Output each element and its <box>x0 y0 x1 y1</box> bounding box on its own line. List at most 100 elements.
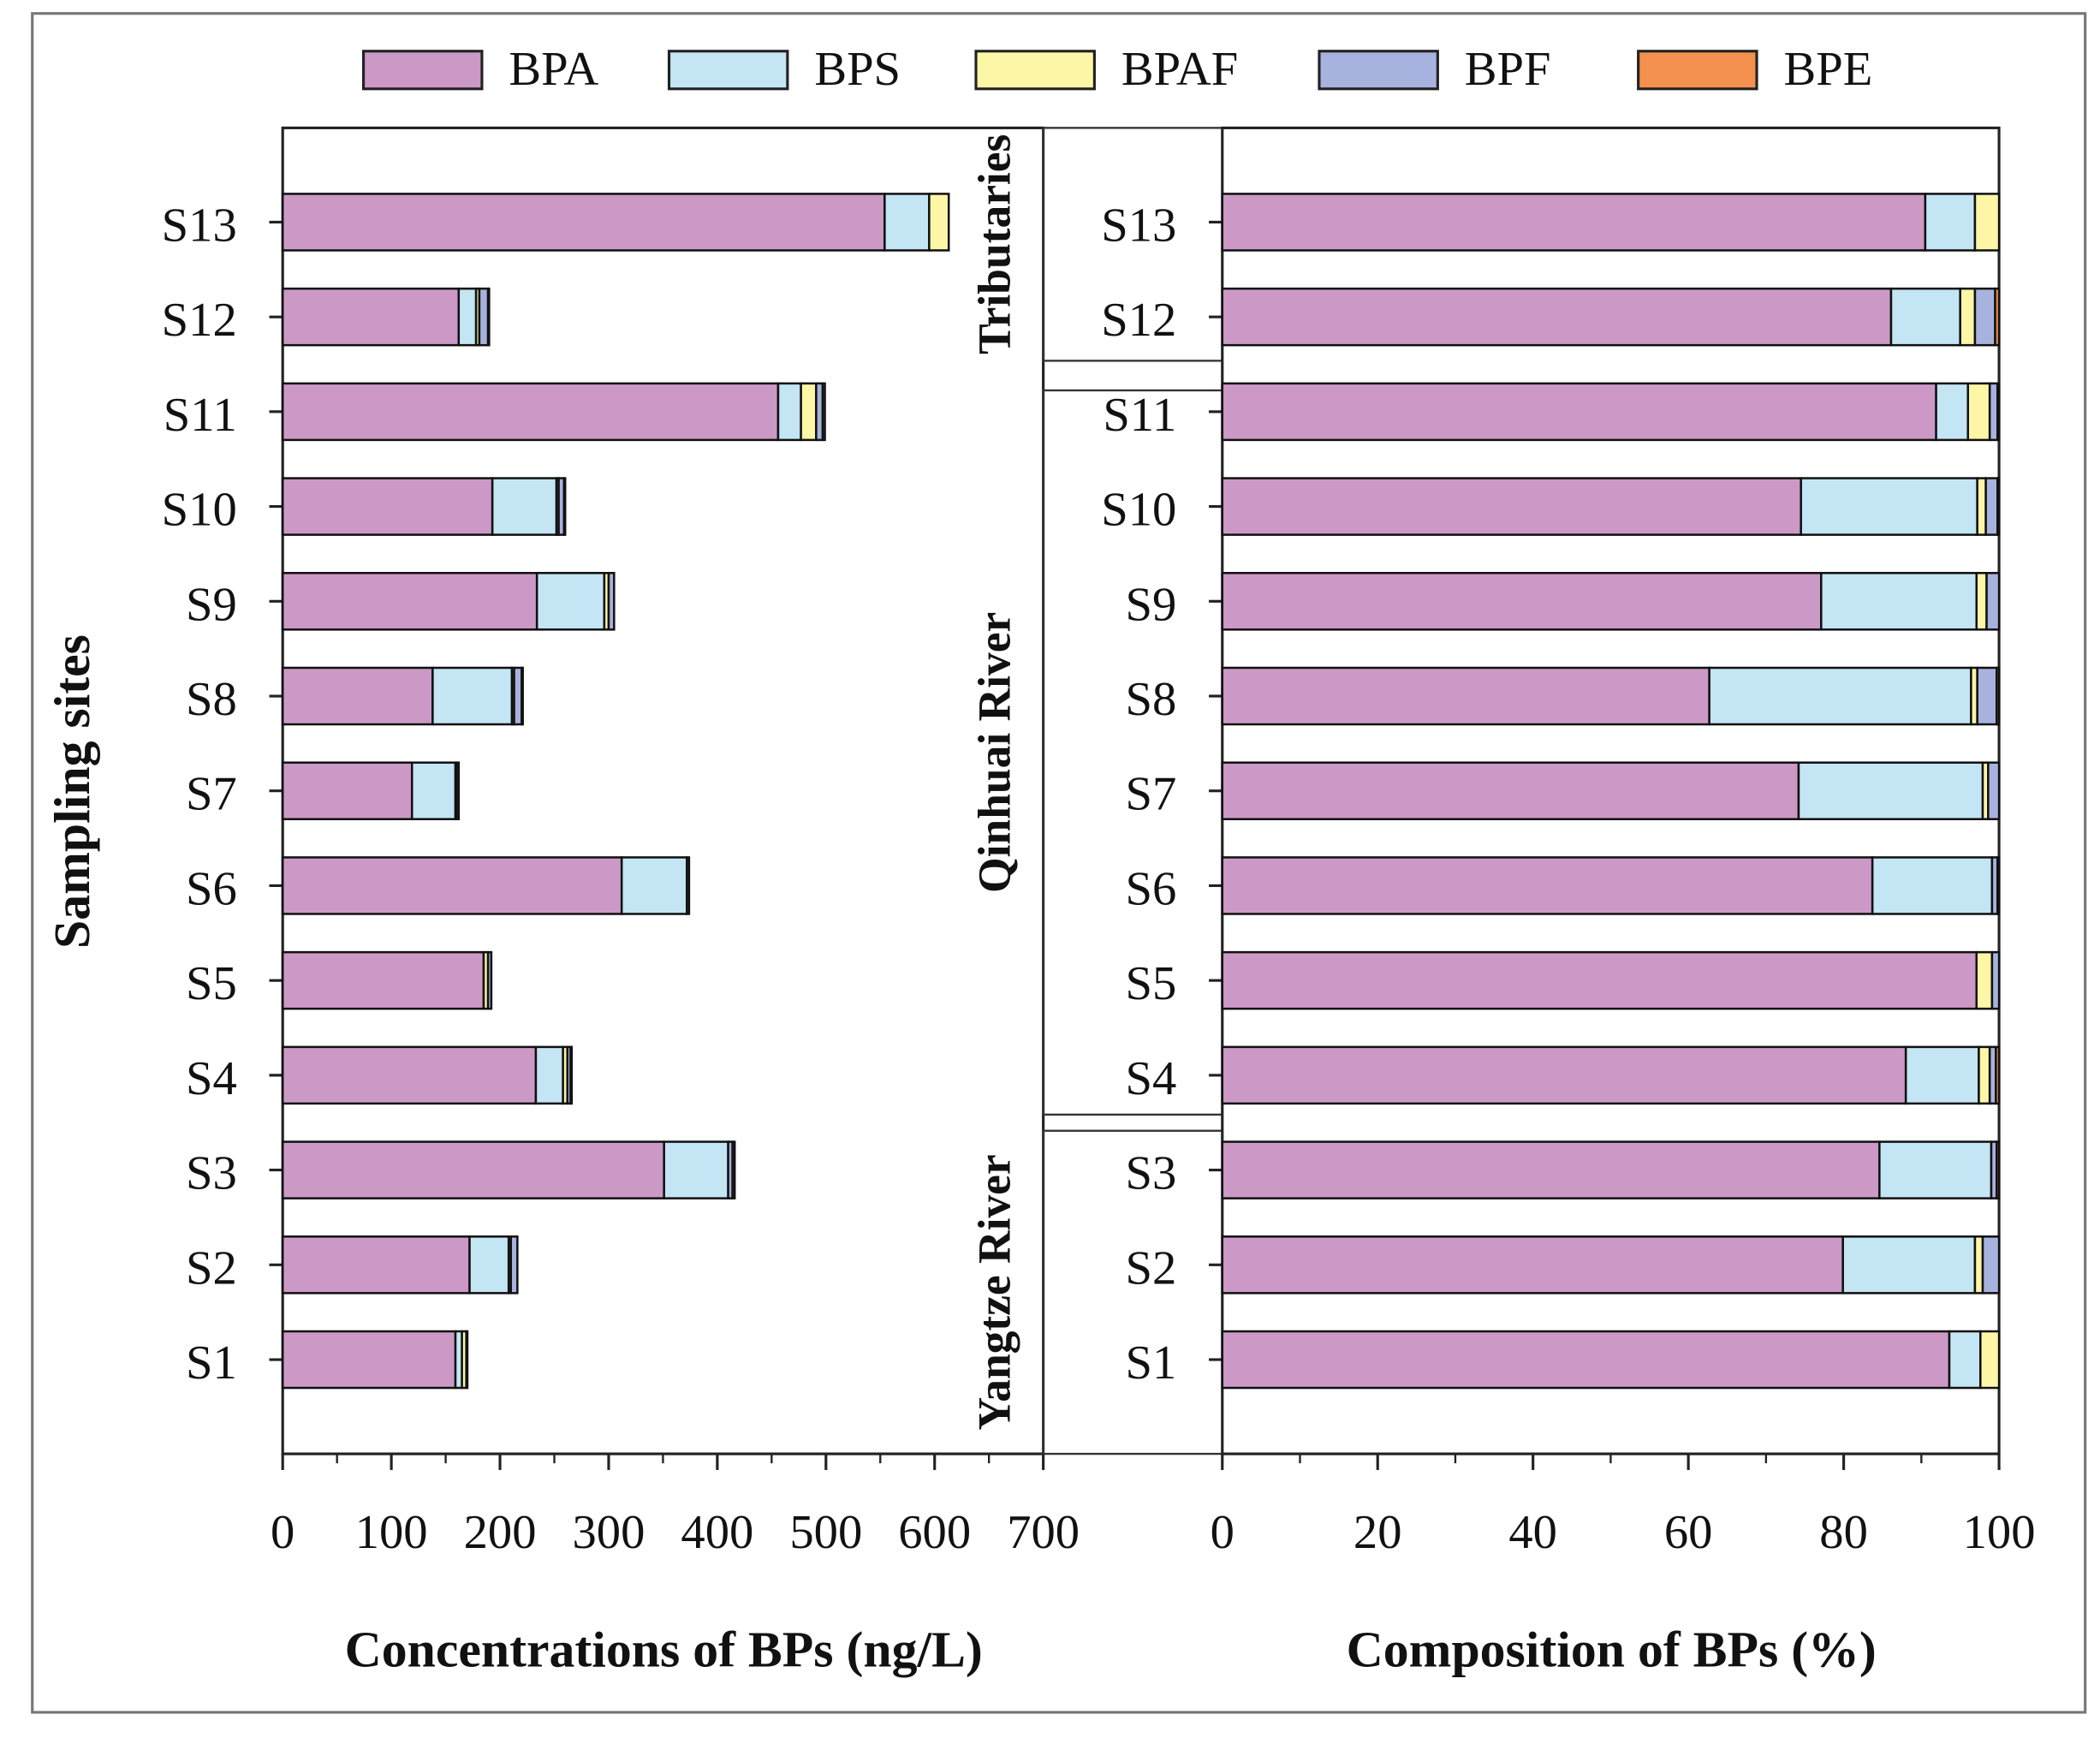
bar-s6-bps <box>1871 856 1994 915</box>
y-tick-label-s5: S5 <box>1126 957 1177 1010</box>
bar-s9-bpa <box>1221 572 1823 631</box>
bar-s11-bpa <box>1221 382 1937 442</box>
bar-s12-bpe <box>486 287 491 347</box>
bar-s1-bps <box>1948 1330 1982 1390</box>
bar-s11-bps <box>776 382 802 442</box>
y-tick-label-s6: S6 <box>1126 862 1177 915</box>
y-tick-label-s12: S12 <box>162 294 237 347</box>
bar-s3-bpa <box>1221 1140 1881 1199</box>
bar-s8-bpe <box>1996 666 2001 726</box>
bar-s11-bpa <box>281 382 780 442</box>
x-tick-label: 0 <box>271 1506 294 1559</box>
y-tick-label-s10: S10 <box>1101 484 1176 537</box>
bar-s13-bpa <box>1221 193 1927 252</box>
bar-s7-bps <box>1797 761 1984 821</box>
x-tick-label: 300 <box>573 1506 645 1559</box>
y-tick-label-s5: S5 <box>186 957 237 1010</box>
y-tick-label-s1: S1 <box>186 1336 237 1390</box>
bar-s10-bpaf <box>1976 477 1987 536</box>
y-tick-label-s13: S13 <box>1101 199 1176 252</box>
concentration-panel: S1 S2 S3 S4 S5 S6 S7 S8 S9 S10 S11 S12 S13 0 100 200 300… <box>162 126 1080 1559</box>
bar-s5-bpaf <box>1975 950 1994 1010</box>
y-tick-label-s8: S8 <box>186 673 237 726</box>
bar-s12-bpe <box>1994 287 2001 347</box>
bar-s2-bps <box>1841 1235 1977 1295</box>
bar-s4-bps <box>1904 1045 1980 1105</box>
bar-s2-bps <box>468 1235 510 1295</box>
x-tick-label: 600 <box>898 1506 971 1559</box>
bar-s7-bpa <box>1221 761 1800 821</box>
legend: BPA BPS BPAF BPF BPE <box>361 43 1872 96</box>
bar-s8-bpf <box>1976 666 1998 726</box>
bar-s10-bps <box>1800 477 1978 536</box>
x-tick-label: 40 <box>1508 1506 1557 1559</box>
legend-swatch-bpe <box>1637 50 1758 91</box>
x-tick-label: 700 <box>1007 1506 1080 1559</box>
bar-s6-bps <box>620 856 688 915</box>
bar-s2-bpf <box>509 1235 519 1295</box>
bar-s12-bpa <box>1221 287 1893 347</box>
bar-s13-bps <box>1924 193 1977 252</box>
bar-s11-bpaf <box>800 382 818 442</box>
x-tick-label: 20 <box>1353 1506 1402 1559</box>
bar-s6-bpe <box>1996 856 2001 915</box>
bar-s3-bps <box>663 1140 729 1199</box>
bar-s7-bpf <box>455 761 461 821</box>
y-tick-label-s2: S2 <box>1126 1241 1177 1295</box>
bar-s3-bpa <box>281 1140 665 1199</box>
y-tick-label-s10: S10 <box>162 484 237 537</box>
y-tick-label-s2: S2 <box>186 1241 237 1295</box>
bar-s5-bpa <box>281 950 485 1010</box>
x-tick-label: 400 <box>681 1506 753 1559</box>
bar-s10-bpe <box>562 477 567 536</box>
right-x-axis-label: Composition of BPs (%) <box>1347 1622 1877 1678</box>
bar-s3-bpe <box>731 1140 736 1199</box>
bar-s9-bpf <box>607 572 616 631</box>
bar-s1-bpa <box>281 1330 457 1390</box>
bar-s8-bps <box>1708 666 1972 726</box>
left-x-axis-label: Concentrations of BPs (ng/L) <box>345 1622 983 1678</box>
y-tick-label-s3: S3 <box>186 1147 237 1200</box>
bar-s8-bps <box>431 666 514 726</box>
legend-swatch-bpaf <box>974 50 1096 91</box>
bar-s8-bpf <box>513 666 523 726</box>
x-tick-label: 200 <box>464 1506 537 1559</box>
y-tick-label-s11: S11 <box>164 389 237 442</box>
bar-s8-bpe <box>521 666 524 726</box>
y-tick-label-s9: S9 <box>1126 578 1177 631</box>
group-label-yangtze-river: Yangtze River <box>968 1154 1020 1430</box>
bar-s4-bpaf <box>1978 1045 1991 1105</box>
x-tick-label: 80 <box>1819 1506 1868 1559</box>
legend-swatch-bps <box>667 50 789 91</box>
bar-s4-bpe <box>569 1045 574 1105</box>
bar-s13-bpaf <box>1973 193 2001 252</box>
bar-s10-bpa <box>281 477 494 536</box>
x-tick-label: 60 <box>1664 1506 1713 1559</box>
composition-panel: S1 S2 S3 S4 S5 S6 S7 S8 S9 S10 S11 S12 S13 0 20 40 60 80 1… <box>1101 126 2036 1559</box>
bar-s6-bpa <box>1221 856 1874 915</box>
bar-s10-bpa <box>1221 477 1802 536</box>
bar-s12-bpf <box>1973 287 1996 347</box>
bar-s9-bpaf <box>1975 572 1988 631</box>
legend-label-bpa: BPA <box>509 43 598 96</box>
y-tick-label-s9: S9 <box>186 578 237 631</box>
bar-s4-bpa <box>281 1045 538 1105</box>
bar-s13-bps <box>883 193 931 252</box>
bar-s8-bpa <box>1221 666 1710 726</box>
y-tick-label-s13: S13 <box>162 199 237 252</box>
bar-s7-bps <box>410 761 457 821</box>
x-tick-label: 100 <box>355 1506 428 1559</box>
bar-s2-bpf <box>1981 1235 2001 1295</box>
bar-s6-bpf <box>686 856 691 915</box>
y-tick-label-s4: S4 <box>1126 1052 1177 1105</box>
legend-label-bps: BPS <box>814 43 901 96</box>
bar-s4-bpa <box>1221 1045 1907 1105</box>
bar-s5-bpf <box>486 950 493 1010</box>
bar-s2-bpaf <box>1973 1235 1984 1295</box>
bar-s9-bps <box>1820 572 1978 631</box>
x-tick-label: 100 <box>1963 1506 2036 1559</box>
x-tick-label: 500 <box>789 1506 862 1559</box>
bar-s1-bpaf <box>1979 1330 2001 1390</box>
bar-s9-bps <box>535 572 606 631</box>
